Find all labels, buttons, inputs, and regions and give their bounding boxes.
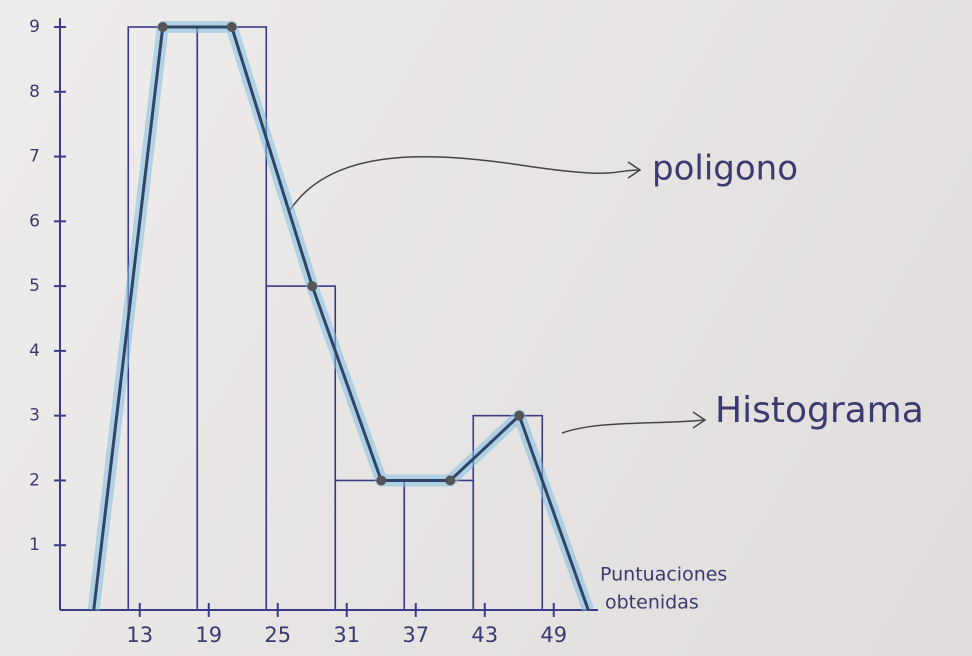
polygon-highlight <box>94 27 589 610</box>
x-tick-label: 49 <box>540 623 567 647</box>
y-tick-label: 3 <box>29 406 40 426</box>
x-tick-label: 19 <box>195 623 222 647</box>
y-tick-label: 9 <box>29 17 40 37</box>
y-tick-label: 2 <box>29 470 40 490</box>
polygon-point <box>227 22 237 32</box>
x-tick-label: 43 <box>471 623 498 647</box>
chart: poligono Histograma Puntuaciones obtenid… <box>0 0 972 656</box>
annotation-arrow <box>562 420 705 433</box>
annotation-arrow <box>290 157 640 210</box>
polygon-point <box>514 411 524 421</box>
annotation: poligono <box>652 149 798 189</box>
x-tick-label: 31 <box>333 623 360 647</box>
bar <box>335 480 404 610</box>
bar <box>128 27 197 610</box>
frequency-polygon <box>94 27 589 610</box>
polygon-point <box>445 475 455 485</box>
y-tick-label: 7 <box>29 147 40 167</box>
x-axis-label: obtenidas <box>605 592 699 614</box>
y-tick-label: 6 <box>29 211 40 231</box>
y-tick-label: 1 <box>29 535 40 555</box>
y-tick-label: 4 <box>29 341 40 361</box>
x-tick-label: 37 <box>402 623 429 647</box>
x-tick-label: 25 <box>264 623 291 647</box>
y-tick-label: 5 <box>29 276 40 296</box>
annotation: Histograma <box>715 390 924 431</box>
polygon-point <box>307 281 317 291</box>
x-tick-label: 13 <box>126 623 153 647</box>
x-axis-label: Puntuaciones <box>600 564 727 586</box>
polygon-point <box>158 22 168 32</box>
y-tick-label: 8 <box>29 82 40 102</box>
polygon-point <box>376 475 386 485</box>
bar <box>404 480 473 610</box>
